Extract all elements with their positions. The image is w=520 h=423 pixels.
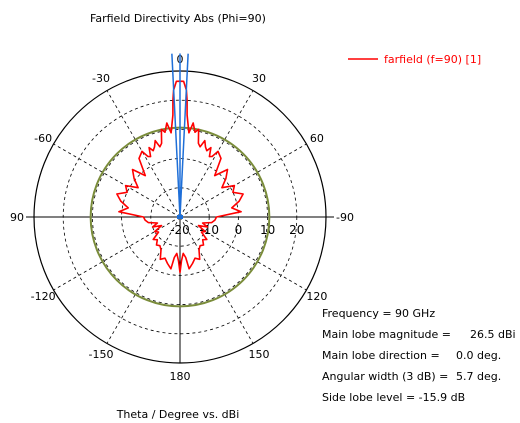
lobe-width-line bbox=[179, 53, 189, 218]
grid-spoke bbox=[179, 143, 307, 218]
grid-spoke bbox=[106, 216, 181, 344]
radial-tick-label: -20 bbox=[170, 223, 190, 237]
legend-label: farfield (f=90) [1] bbox=[384, 53, 481, 66]
info-main-lobe-direction: Main lobe direction = 0.0 deg. bbox=[322, 349, 501, 362]
info-value: 0.0 deg. bbox=[456, 349, 502, 362]
angle-tick-label: -90 bbox=[336, 211, 354, 224]
angle-tick-label: 150 bbox=[249, 348, 270, 361]
info-value: 26.5 dBi bbox=[470, 328, 516, 341]
series-curves bbox=[116, 80, 244, 274]
main-lobe-marker bbox=[171, 53, 189, 219]
info-frequency: Frequency = 90 GHz bbox=[322, 307, 436, 320]
chart-title: Farfield Directivity Abs (Phi=90) bbox=[90, 12, 266, 25]
grid-spoke bbox=[53, 216, 181, 291]
lobe-width-line bbox=[171, 53, 181, 218]
legend: farfield (f=90) [1] bbox=[348, 53, 481, 66]
info-angular-width: Angular width (3 dB) = 5.7 deg. bbox=[322, 370, 501, 383]
info-label: Angular width (3 dB) = bbox=[322, 370, 449, 383]
info-side-lobe-level: Side lobe level = -15.9 dB bbox=[322, 391, 466, 404]
grid-spoke bbox=[179, 216, 307, 291]
angle-tick-label: -60 bbox=[34, 132, 52, 145]
angle-tick-label: 60 bbox=[310, 132, 324, 145]
angle-tick-label: -120 bbox=[31, 290, 56, 303]
grid-spoke bbox=[179, 90, 254, 218]
angle-tick-label: 180 bbox=[170, 370, 191, 383]
series-line bbox=[116, 80, 244, 274]
polar-grid bbox=[26, 70, 334, 364]
lobe-origin-marker bbox=[177, 215, 183, 219]
grid-spoke bbox=[179, 216, 254, 344]
angle-tick-label: -30 bbox=[92, 72, 110, 85]
radial-tick-label: 20 bbox=[289, 223, 304, 237]
grid-spoke bbox=[106, 90, 181, 218]
angle-tick-label: 30 bbox=[252, 72, 266, 85]
info-value: 5.7 deg. bbox=[456, 370, 502, 383]
angle-tick-label: 90 bbox=[10, 211, 24, 224]
radial-tick-label: 0 bbox=[235, 223, 243, 237]
angle-tick-label: -150 bbox=[89, 348, 114, 361]
info-main-lobe-magnitude: Main lobe magnitude = 26.5 dBi bbox=[322, 328, 516, 341]
info-label: Main lobe magnitude = bbox=[322, 328, 452, 341]
angle-tick-label: 120 bbox=[306, 290, 327, 303]
x-axis-label: Theta / Degree vs. dBi bbox=[116, 408, 240, 421]
info-label: Main lobe direction = bbox=[322, 349, 440, 362]
grid-spoke bbox=[53, 143, 181, 218]
